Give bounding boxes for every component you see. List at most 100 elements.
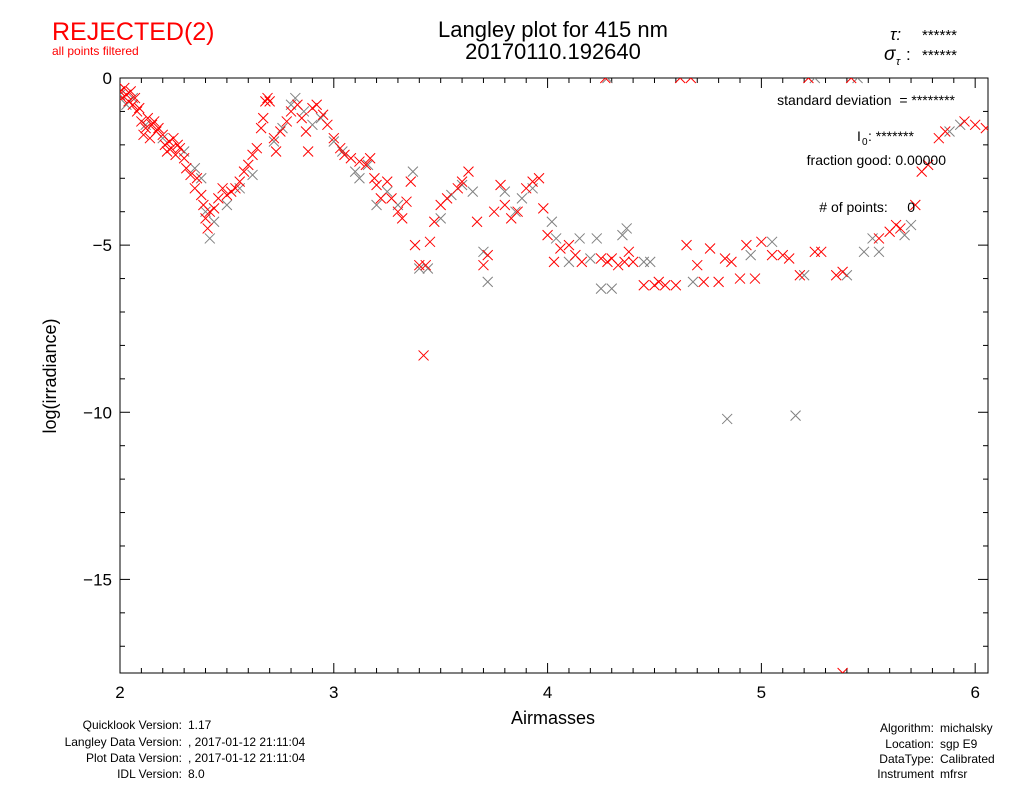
data-point (354, 156, 365, 167)
data-point (741, 239, 752, 251)
data-point (685, 78, 697, 84)
data-point (619, 256, 630, 268)
data-point (174, 142, 186, 154)
data-point (307, 102, 318, 114)
footer-right-label: Instrument (877, 767, 934, 781)
data-point (339, 149, 350, 161)
data-point (873, 233, 885, 244)
data-point (905, 219, 917, 231)
y-tick-label: −15 (83, 570, 112, 589)
data-point (120, 92, 128, 104)
data-point (467, 186, 479, 198)
data-point (512, 206, 524, 218)
data-point (159, 139, 171, 151)
data-point (234, 176, 246, 187)
data-point (959, 116, 970, 127)
data-point (300, 126, 312, 137)
data-point (127, 99, 139, 111)
data-point (191, 172, 203, 184)
data-point (409, 239, 421, 251)
data-point (148, 116, 160, 127)
data-point (623, 246, 635, 258)
data-point (120, 82, 130, 94)
data-point (136, 116, 147, 127)
x-axis-label: Airmasses (511, 708, 595, 728)
data-point (170, 149, 181, 161)
data-point (274, 126, 286, 137)
data-point (456, 176, 468, 187)
data-point (499, 199, 511, 211)
data-point (371, 199, 382, 211)
i0-value: : ******* (868, 128, 914, 144)
data-point (238, 166, 250, 177)
data-points (120, 78, 988, 673)
footer-right-value: mfrsr (940, 767, 967, 781)
data-point (499, 186, 511, 198)
data-point (482, 276, 494, 288)
data-point (533, 172, 545, 184)
data-point (334, 142, 346, 154)
footer-left-label: Plot Data Version: (86, 751, 182, 765)
footer-right-label: Location: (885, 737, 934, 751)
data-point (734, 273, 746, 284)
data-point (756, 236, 767, 248)
data-point (478, 246, 489, 258)
data-point (894, 223, 906, 234)
chart-subtitle: 20170110.192640 (465, 39, 641, 64)
data-point (456, 179, 468, 191)
i0-label: I (857, 128, 861, 144)
data-point (617, 229, 628, 241)
data-point (659, 279, 671, 291)
data-point (627, 256, 639, 268)
data-point (766, 249, 778, 261)
data-point (969, 119, 981, 131)
data-point (185, 169, 196, 181)
data-point (212, 192, 224, 204)
data-point (407, 166, 419, 177)
data-point (375, 192, 387, 204)
data-point (721, 413, 733, 425)
data-point (195, 189, 207, 201)
data-point (260, 96, 271, 107)
footer-left: Quicklook Version: 1.17 Langley Data Ver… (65, 718, 306, 781)
footer-left-value: , 2017-01-12 21:11:04 (188, 751, 306, 765)
data-point (471, 216, 483, 228)
y-axis-label: log(irradiance) (40, 318, 60, 433)
x-tick-label: 2 (115, 683, 124, 702)
data-point (362, 159, 374, 171)
tau-label: τ: (890, 25, 901, 44)
sigma-tau-value: ****** (922, 47, 957, 64)
data-point (548, 256, 560, 268)
data-point (328, 132, 340, 144)
data-point (349, 166, 361, 177)
data-point (845, 78, 857, 84)
y-tick-label: −5 (93, 236, 112, 255)
data-point (131, 106, 143, 117)
data-point (681, 239, 692, 251)
data-point (691, 259, 703, 271)
data-point (704, 243, 716, 254)
data-point (899, 229, 910, 241)
plot-frame (119, 77, 989, 674)
data-point (354, 172, 365, 184)
data-point (200, 213, 211, 224)
data-point (478, 259, 489, 271)
data-point (546, 216, 558, 228)
data-point (296, 112, 308, 124)
data-point (311, 99, 323, 111)
data-point (649, 279, 660, 291)
data-point (268, 136, 280, 147)
data-point (189, 162, 201, 174)
data-point (939, 126, 951, 137)
std-dev-annotation: standard deviation = ******** (777, 92, 955, 108)
data-point (510, 206, 521, 218)
data-point (121, 89, 132, 101)
data-point (563, 239, 575, 251)
data-point (369, 172, 380, 184)
data-point (138, 129, 149, 141)
data-point (606, 283, 618, 294)
data-point (422, 263, 434, 274)
data-point (873, 246, 885, 258)
data-point (322, 119, 333, 131)
